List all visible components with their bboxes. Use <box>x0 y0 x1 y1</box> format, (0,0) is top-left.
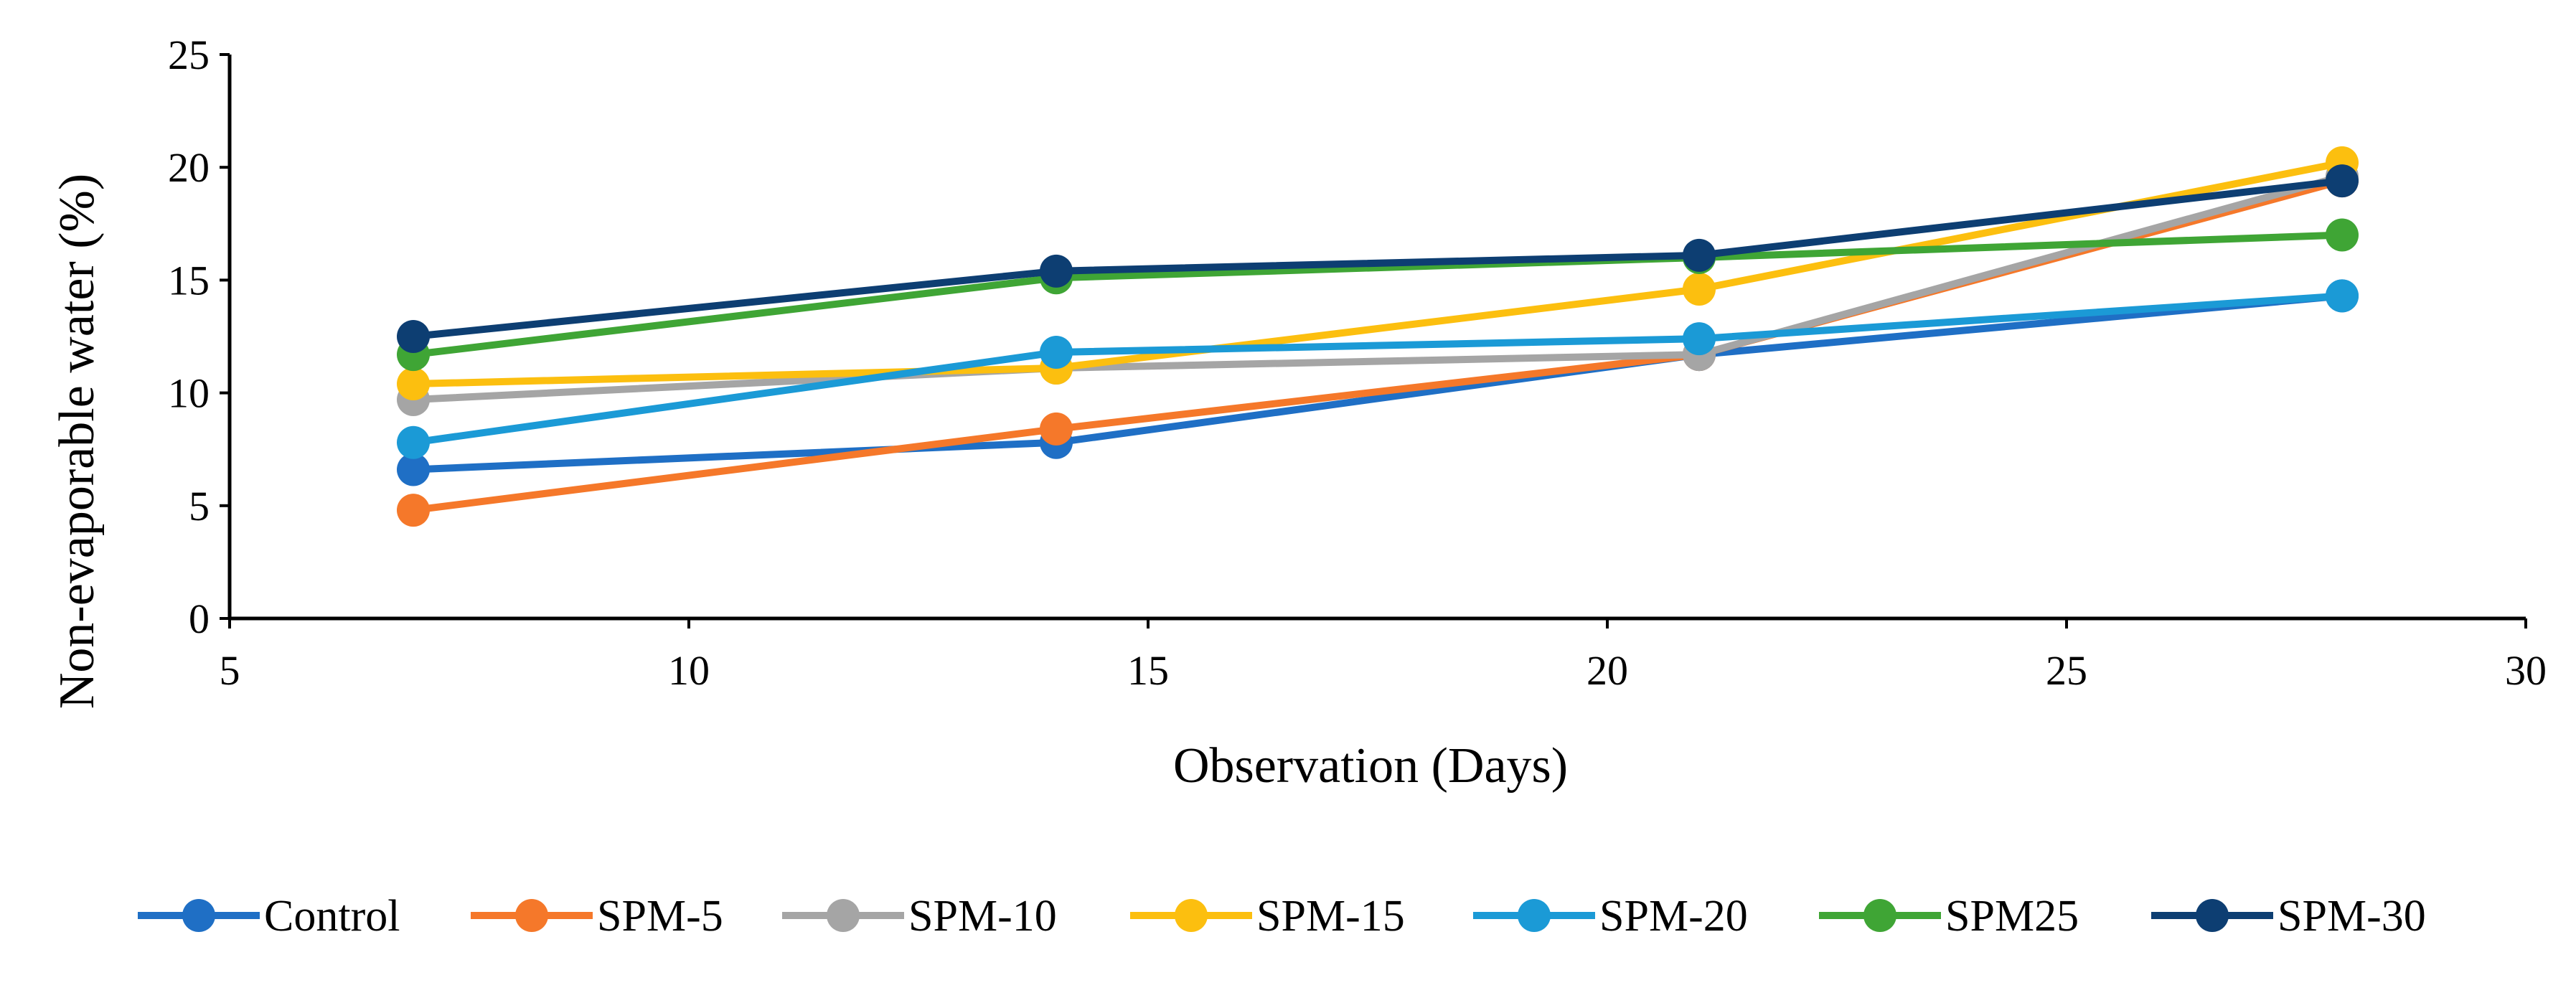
y-tick-label: 20 <box>168 144 210 191</box>
series-spm-20 <box>397 279 2359 459</box>
x-tick-label: 20 <box>1587 647 1628 694</box>
y-tick-label: 5 <box>189 483 210 529</box>
legend-swatch-marker <box>1863 899 1896 932</box>
series-line <box>413 159 2343 388</box>
data-point <box>1683 238 1716 272</box>
legend-label: SPM-10 <box>908 892 1057 941</box>
legend: Control SPM-5 SPM-10 SPM-15 SPM-20 SPM25 SPM-3… <box>138 892 2426 941</box>
legend-item: SPM-10 <box>782 892 1057 941</box>
legend-label: SPM-5 <box>597 892 723 941</box>
series-line <box>413 231 2343 359</box>
legend-swatch-marker <box>2196 899 2229 932</box>
legend-label: Control <box>264 892 400 941</box>
data-point <box>2326 218 2359 252</box>
data-point <box>397 494 430 527</box>
data-point <box>1040 412 1073 446</box>
legend-item: SPM-20 <box>1473 892 1748 941</box>
data-point <box>397 425 430 459</box>
legend-label: SPM-30 <box>2277 892 2426 941</box>
x-tick-label: 30 <box>2505 647 2547 694</box>
legend-swatch-marker <box>827 899 860 932</box>
y-tick-label: 25 <box>168 32 210 78</box>
legend-item: SPM-30 <box>2151 892 2426 941</box>
data-point <box>1683 322 1716 356</box>
x-axis-title: Observation (Days) <box>1173 738 1568 794</box>
legend-label: SPM-20 <box>1599 892 1748 941</box>
data-point <box>2326 279 2359 313</box>
legend-swatch-marker <box>1518 899 1551 932</box>
y-tick-label: 10 <box>168 370 210 417</box>
data-point <box>2326 164 2359 198</box>
y-tick-label: 15 <box>168 257 210 303</box>
x-tick-label: 10 <box>668 647 710 694</box>
legend-label: SPM25 <box>1945 892 2079 941</box>
series-spm-30 <box>397 164 2359 353</box>
series-line <box>413 292 2343 474</box>
x-tick-label: 25 <box>2046 647 2087 694</box>
data-point <box>1040 254 1073 288</box>
x-tick-label: 15 <box>1127 647 1169 694</box>
series-line <box>413 172 2344 404</box>
legend-item: Control <box>138 892 400 941</box>
data-point <box>1683 272 1716 306</box>
legend-item: SPM-5 <box>471 892 723 941</box>
series-layer <box>397 146 2359 527</box>
legend-swatch-marker <box>182 899 215 932</box>
y-axis-ticks: 0 5 10 15 20 25 <box>168 32 230 642</box>
data-point <box>397 453 430 486</box>
legend-swatch-marker <box>1175 899 1208 932</box>
legend-swatch-marker <box>515 899 548 932</box>
x-axis-ticks: 5 10 15 20 25 30 <box>220 618 2547 694</box>
x-tick-label: 5 <box>220 647 240 694</box>
data-point <box>397 367 430 401</box>
series-line <box>413 177 2343 340</box>
data-point <box>397 320 430 353</box>
series-line <box>413 292 2343 446</box>
legend-item: SPM25 <box>1819 892 2079 941</box>
data-point <box>1040 336 1073 369</box>
legend-item: SPM-15 <box>1130 892 1405 941</box>
y-axis-title: Non-evaporable water (%) <box>50 174 105 709</box>
legend-label: SPM-15 <box>1256 892 1405 941</box>
y-tick-label: 0 <box>189 595 210 642</box>
